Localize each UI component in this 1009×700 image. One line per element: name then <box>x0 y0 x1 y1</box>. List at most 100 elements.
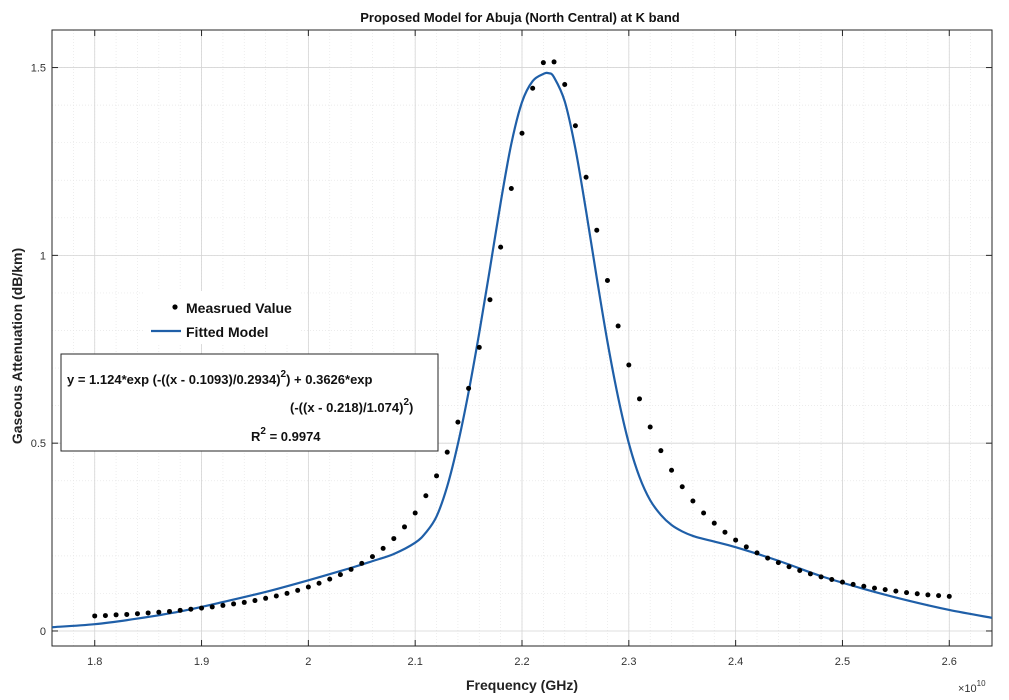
measured-point <box>765 555 771 561</box>
measured-point <box>241 599 247 605</box>
measured-point <box>647 424 653 430</box>
measured-point <box>572 123 578 129</box>
measured-point <box>882 587 888 593</box>
measured-point <box>402 524 407 530</box>
measured-point <box>562 81 568 87</box>
legend-marker-measured <box>172 304 178 310</box>
measured-point <box>231 601 237 607</box>
measured-point <box>754 550 760 556</box>
measured-point <box>850 581 856 587</box>
legend-label-fitted: Fitted Model <box>186 324 268 340</box>
measured-point <box>412 510 418 516</box>
x-axis-label: Frequency (GHz) <box>466 677 578 693</box>
x-tick-label: 2 <box>305 656 311 668</box>
measured-point <box>487 297 493 303</box>
x-tick-label: 1.8 <box>87 656 102 668</box>
measured-point <box>369 554 375 560</box>
measured-point <box>679 484 685 490</box>
measured-point <box>316 580 322 586</box>
measured-point <box>893 588 899 594</box>
measured-point <box>466 385 472 391</box>
measured-point <box>188 606 194 612</box>
measured-point <box>380 545 386 551</box>
x-exponent-power: 10 <box>977 679 986 688</box>
measured-point <box>690 498 696 504</box>
measured-point <box>423 493 429 499</box>
measured-point <box>829 577 835 583</box>
measured-point <box>476 344 482 350</box>
fitted-model-line <box>51 71 993 629</box>
x-tick-label: 1.9 <box>194 656 209 668</box>
measured-value-series <box>92 59 952 619</box>
measured-point <box>722 529 728 535</box>
x-tick-label: 2.1 <box>408 656 423 668</box>
measured-point <box>177 607 183 613</box>
measured-point <box>839 579 845 585</box>
measured-point <box>807 571 813 577</box>
measured-point <box>615 323 621 329</box>
measured-point <box>775 560 781 566</box>
measured-point <box>284 590 290 596</box>
equation-line-2: (-((x - 0.218)/1.074)2) <box>290 397 413 415</box>
equation-line-1: y = 1.124*exp (-((x - 0.1093)/0.2934)2) … <box>67 369 373 387</box>
y-axis-label: Gaseous Attenuation (dB/km) <box>9 248 25 444</box>
x-axis-exponent: ×1010 <box>958 679 986 695</box>
grid <box>52 30 992 646</box>
measured-point <box>305 584 311 590</box>
measured-point <box>872 585 877 591</box>
x-tick-label: 2.6 <box>942 656 957 668</box>
measured-point <box>669 467 675 473</box>
measured-point <box>252 598 258 604</box>
legend: Measrued Value Fitted Model <box>144 291 300 344</box>
measured-point <box>733 537 739 543</box>
measured-point <box>583 174 589 180</box>
measured-point <box>359 560 365 566</box>
measured-point <box>263 595 269 601</box>
measured-point <box>498 244 504 250</box>
measured-point <box>508 186 514 192</box>
r-squared: R2 = 0.9974 <box>251 426 321 444</box>
measured-point <box>391 536 397 542</box>
x-tick-label: 2.4 <box>728 656 743 668</box>
measured-point <box>914 591 920 597</box>
measured-point <box>273 593 279 599</box>
measured-point <box>113 612 119 618</box>
measured-point <box>786 564 792 570</box>
equation-annotation: y = 1.124*exp (-((x - 0.1093)/0.2934)2) … <box>60 353 439 452</box>
measured-point <box>551 59 557 65</box>
measured-point <box>594 227 600 233</box>
measured-point <box>455 419 461 425</box>
measured-point <box>701 510 707 516</box>
measured-point <box>156 609 162 615</box>
measured-point <box>626 362 632 368</box>
y-tick-label: 0.5 <box>31 438 46 450</box>
y-tick-label: 1 <box>40 250 46 262</box>
measured-point <box>637 396 642 402</box>
measured-point <box>444 449 450 455</box>
measured-point <box>604 278 610 284</box>
measured-point <box>92 613 98 619</box>
measured-point <box>167 608 172 614</box>
measured-point <box>797 568 803 574</box>
measured-point <box>124 611 130 617</box>
measured-point <box>102 613 108 619</box>
x-exponent-base: ×10 <box>958 683 977 695</box>
measured-point <box>904 590 910 596</box>
measured-point <box>946 593 952 599</box>
measured-point <box>861 583 867 589</box>
chart-title: Proposed Model for Abuja (North Central)… <box>360 10 680 25</box>
legend-label-measured: Measrued Value <box>186 300 292 316</box>
measured-point <box>327 576 333 582</box>
measured-point <box>530 85 536 91</box>
measured-point <box>220 602 226 608</box>
measured-point <box>658 448 664 454</box>
x-tick-label: 2.5 <box>835 656 850 668</box>
measured-point <box>936 593 942 599</box>
measured-point <box>743 544 749 550</box>
measured-point <box>295 587 301 593</box>
measured-point <box>818 574 824 580</box>
measured-point <box>209 604 215 610</box>
measured-point <box>337 572 343 578</box>
measured-point <box>434 473 440 479</box>
x-tick-label: 2.2 <box>514 656 529 668</box>
